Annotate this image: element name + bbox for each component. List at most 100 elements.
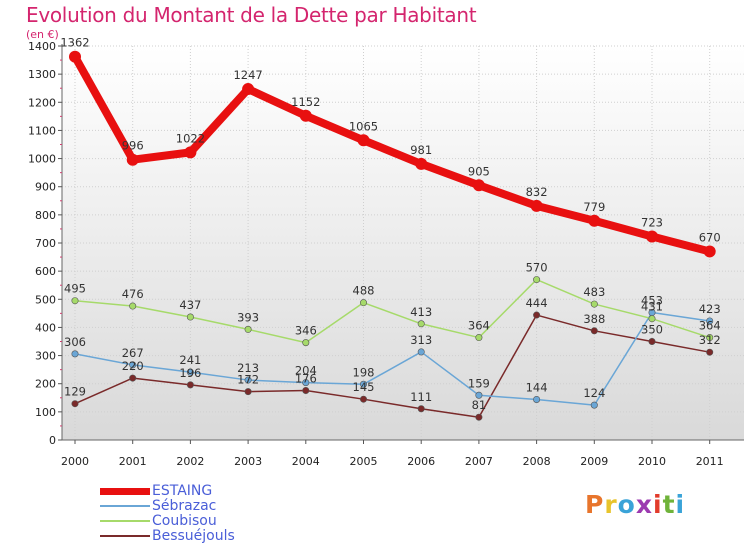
- x-tick-label: 2007: [465, 455, 493, 468]
- data-point-bessuejouls: [706, 348, 714, 356]
- data-point-estaing: [69, 50, 81, 63]
- data-label-sebrazac: 159: [468, 376, 490, 390]
- data-point-bessuejouls: [475, 413, 483, 421]
- data-label-coubisou: 437: [179, 298, 201, 312]
- x-tick-label: 2011: [696, 455, 724, 468]
- chart-title: Evolution du Montant de la Dette par Hab…: [26, 3, 477, 27]
- data-label-sebrazac: 213: [237, 361, 259, 375]
- data-label-estaing: 996: [122, 139, 144, 153]
- x-tick-label: 2006: [407, 455, 435, 468]
- data-label-sebrazac: 423: [699, 302, 721, 316]
- series-line-estaing: [71, 54, 711, 256]
- data-label-estaing: 981: [410, 143, 432, 157]
- data-label-bessuejouls: 350: [641, 323, 663, 337]
- data-point-sebrazac: [417, 348, 425, 356]
- data-label-coubisou: 476: [122, 287, 144, 301]
- data-label-bessuejouls: 196: [179, 366, 201, 380]
- x-tick-label: 2010: [638, 455, 666, 468]
- data-point-bessuejouls: [244, 388, 252, 396]
- y-tick-label: 900: [35, 181, 56, 194]
- data-point-sebrazac: [706, 317, 714, 325]
- series-line-bessuejouls: [74, 314, 710, 418]
- data-point-coubisou: [590, 300, 598, 308]
- data-point-coubisou: [475, 334, 483, 342]
- logo-letter: o: [617, 490, 636, 519]
- data-label-coubisou: 364: [699, 319, 721, 333]
- logo-letter: r: [604, 490, 618, 519]
- data-point-estaing: [357, 134, 370, 147]
- data-label-sebrazac: 241: [179, 353, 201, 367]
- data-label-bessuejouls: 176: [295, 371, 317, 385]
- data-label-sebrazac: 144: [526, 380, 548, 394]
- legend-swatch: [100, 535, 150, 537]
- data-point-bessuejouls: [186, 381, 194, 389]
- data-label-coubisou: 364: [468, 319, 490, 333]
- data-point-bessuejouls: [302, 386, 310, 394]
- series-line-coubisou: [74, 278, 710, 344]
- data-point-sebrazac: [533, 395, 541, 403]
- data-point-sebrazac: [302, 379, 310, 387]
- data-point-sebrazac: [244, 376, 252, 384]
- data-point-estaing: [415, 157, 428, 170]
- data-label-estaing: 779: [583, 200, 605, 214]
- legend-label: Coubisou: [152, 513, 217, 529]
- legend-swatch: [100, 505, 150, 507]
- data-label-coubisou: 393: [237, 310, 259, 324]
- data-point-coubisou: [186, 313, 194, 321]
- data-point-estaing: [299, 109, 312, 122]
- data-label-coubisou: 570: [526, 261, 548, 275]
- data-label-coubisou: 495: [64, 282, 86, 296]
- legend-swatch: [100, 520, 150, 522]
- data-label-sebrazac: 453: [641, 294, 663, 308]
- data-point-coubisou: [129, 302, 137, 310]
- data-point-sebrazac: [475, 391, 483, 399]
- x-tick-label: 2004: [292, 455, 320, 468]
- data-label-estaing: 905: [468, 164, 490, 178]
- logo-letter: i: [653, 490, 663, 519]
- series-group: [69, 50, 716, 421]
- data-point-coubisou: [302, 339, 310, 347]
- data-label-coubisou: 488: [353, 284, 375, 298]
- proxiti-logo: Proxiti: [585, 490, 685, 519]
- data-point-estaing: [126, 153, 139, 166]
- data-label-estaing: 832: [526, 185, 548, 199]
- data-label-estaing: 1022: [176, 131, 205, 145]
- x-tick-label: 2009: [580, 455, 608, 468]
- y-tick-label: 600: [35, 265, 56, 278]
- logo-letter: t: [662, 490, 676, 519]
- data-label-coubisou: 431: [641, 300, 663, 314]
- x-tick-label: 2003: [234, 455, 262, 468]
- y-tick-label: 700: [35, 237, 56, 250]
- data-point-bessuejouls: [533, 311, 541, 319]
- data-label-bessuejouls: 388: [583, 312, 605, 326]
- data-label-estaing: 723: [641, 216, 663, 230]
- unit-label: (en €): [26, 28, 59, 41]
- x-tick-label: 2000: [61, 455, 89, 468]
- data-labels: 129 220 196 172 176 145 111 81 444 388 350 312 306 26…: [60, 36, 720, 413]
- data-point-estaing: [472, 179, 485, 192]
- data-label-bessuejouls: 81: [472, 398, 487, 412]
- data-label-sebrazac: 306: [64, 335, 86, 349]
- series-line-sebrazac: [74, 311, 710, 406]
- data-label-sebrazac: 313: [410, 333, 432, 347]
- data-point-estaing: [242, 83, 255, 96]
- x-tick-label: 2002: [176, 455, 204, 468]
- y-tick-label: 500: [35, 293, 56, 306]
- y-tick-label: 400: [35, 321, 56, 334]
- data-label-coubisou: 483: [583, 285, 605, 299]
- legend-label: Bessuéjouls: [152, 528, 235, 544]
- x-tick-label: 2001: [119, 455, 147, 468]
- logo-letter: P: [585, 490, 605, 519]
- data-label-estaing: 670: [699, 230, 721, 244]
- data-label-coubisou: 413: [410, 305, 432, 319]
- data-point-coubisou: [359, 299, 367, 307]
- y-tick-label: 1000: [28, 153, 56, 166]
- data-label-estaing: 1065: [349, 119, 378, 133]
- data-point-coubisou: [533, 276, 541, 284]
- data-point-coubisou: [706, 334, 714, 342]
- y-tick-label: 0: [49, 434, 56, 447]
- plot-area: [62, 46, 744, 440]
- data-point-bessuejouls: [417, 405, 425, 413]
- legend-swatch: [100, 487, 150, 495]
